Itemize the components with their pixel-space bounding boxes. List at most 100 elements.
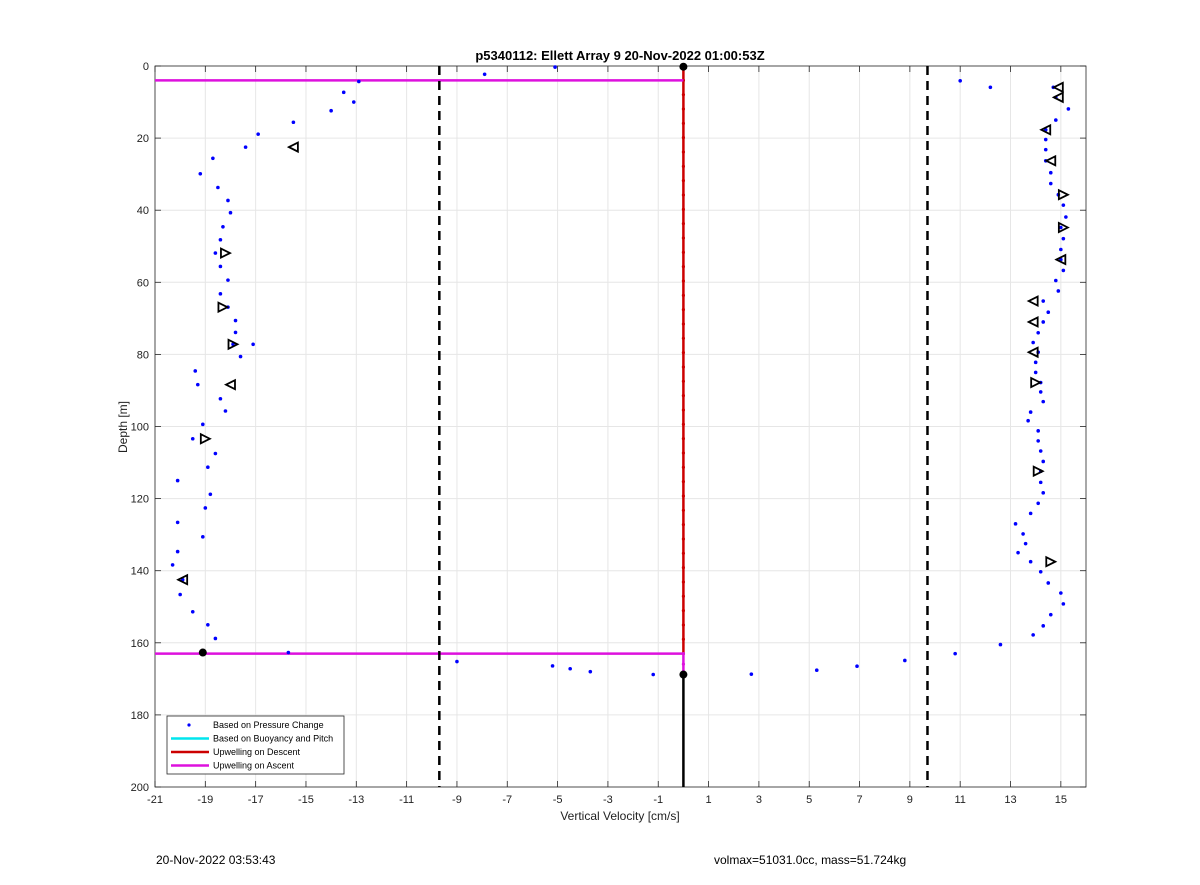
- descent-profile-dot: [681, 93, 686, 97]
- pressure-change-point: [218, 237, 223, 242]
- x-tick-label: -3: [603, 794, 613, 806]
- x-tick-label: 9: [907, 794, 913, 806]
- x-tick-label: -7: [502, 794, 512, 806]
- pressure-change-point: [357, 79, 361, 84]
- descent-profile-dot: [681, 494, 686, 498]
- descent-profile-dot: [681, 379, 686, 383]
- pressure-change-point: [1041, 320, 1046, 324]
- triangle-marker: [1026, 315, 1039, 328]
- triangle-marker: [1051, 91, 1064, 104]
- y-tick-label: 120: [131, 494, 149, 506]
- descent-profile-dot: [681, 480, 686, 484]
- pressure-change-point: [1038, 569, 1043, 574]
- descent-profile-dot: [681, 207, 686, 211]
- descent-profile-dot: [681, 351, 686, 355]
- y-tick-label: 0: [143, 61, 149, 73]
- footer-timestamp: 20-Nov-2022 03:53:43: [156, 853, 276, 867]
- pressure-change-point: [203, 506, 208, 510]
- legend: Based on Pressure Change Based on Buoyanc…: [166, 715, 345, 775]
- x-tick-label: 7: [856, 794, 862, 806]
- triangle-marker: [220, 247, 232, 260]
- series-lines: [155, 64, 929, 787]
- x-axis-label: Vertical Velocity [cm/s]: [560, 809, 679, 823]
- pressure-change-point: [1054, 278, 1058, 283]
- pressure-change-point: [341, 90, 346, 95]
- legend-label: Upwelling on Ascent: [213, 761, 295, 771]
- ascent-profile-dot: [681, 662, 686, 666]
- pressure-change-point: [749, 672, 754, 676]
- pressure-change-point: [206, 622, 210, 627]
- pressure-change-point: [170, 563, 175, 567]
- triangle-marker: [1032, 465, 1045, 478]
- descent-profile-dot: [681, 551, 686, 555]
- pressure-change-point: [213, 636, 218, 641]
- triangle-marker: [223, 378, 236, 391]
- pressure-change-point: [1041, 491, 1046, 495]
- triangle-marker: [1057, 221, 1070, 234]
- pressure-change-point: [201, 535, 205, 539]
- triangle-marker: [199, 432, 212, 445]
- y-tick-label: 40: [137, 205, 149, 217]
- y-tick-label: 200: [131, 782, 149, 794]
- pressure-change-point: [228, 210, 233, 215]
- pressure-change-point: [1028, 559, 1033, 564]
- descent-profile-dot: [681, 637, 686, 641]
- legend-label: Based on Buoyancy and Pitch: [213, 734, 333, 744]
- axes: -21 -19 -17 -15 -13 -11 -9 -7 -5 -3 -1 1 3 5 7 9 11 13 150…: [131, 61, 1087, 806]
- pressure-change-point: [216, 185, 220, 190]
- descent-profile-dot: [681, 580, 686, 584]
- y-axis-label: Depth [m]: [116, 401, 130, 453]
- pressure-change-point: [1048, 170, 1053, 175]
- descent-profile-dot: [681, 322, 686, 326]
- pressure-change-point: [238, 354, 243, 359]
- pressure-change-point: [213, 251, 218, 255]
- descent-profile-dot: [681, 308, 686, 312]
- descent-profile-dot: [681, 451, 686, 455]
- pressure-change-point: [190, 609, 195, 614]
- y-tick-label: 100: [131, 422, 149, 434]
- grid: [154, 65, 1086, 788]
- pressure-change-point: [1041, 299, 1046, 303]
- pressure-change-point: [251, 342, 255, 347]
- pressure-change-point: [1023, 541, 1028, 546]
- pressure-change-point: [1041, 399, 1046, 404]
- descent-profile-dot: [681, 265, 686, 269]
- pressure-change-point: [953, 651, 957, 656]
- pressure-change-point: [1026, 418, 1030, 423]
- pressure-change-point: [1021, 532, 1025, 536]
- descent-profile-dot: [681, 508, 686, 512]
- descent-profile-dot: [681, 107, 686, 111]
- descent-profile-dot: [681, 465, 686, 469]
- x-tick-label: -13: [348, 794, 364, 806]
- triangle-marker: [1044, 154, 1057, 167]
- y-tick-label: 80: [137, 349, 149, 361]
- descent-profile-dot: [681, 623, 686, 627]
- descent-profile-dot: [681, 609, 686, 613]
- descent-profile-dot: [681, 179, 686, 183]
- pressure-change-point: [1059, 591, 1063, 595]
- pressure-change-point: [998, 642, 1003, 647]
- pressure-change-point: [1061, 203, 1066, 207]
- pressure-change-point: [588, 669, 593, 674]
- axis-labels: p5340112: Ellett Array 9 20-Nov-2022 01:…: [116, 48, 765, 823]
- pressure-change-point: [1043, 137, 1048, 142]
- triangle-marker: [286, 141, 299, 154]
- blob-marker: [679, 670, 688, 679]
- legend-label: Based on Pressure Change: [213, 720, 324, 730]
- pressure-change-point: [1031, 340, 1035, 345]
- triangle-marker: [1026, 346, 1039, 359]
- descent-profile-dot: [681, 394, 686, 398]
- pressure-change-point: [1036, 330, 1040, 335]
- pressure-change-point: [814, 668, 819, 672]
- x-tick-label: 15: [1055, 794, 1067, 806]
- descent-profile-dot: [681, 422, 686, 426]
- pressure-change-point: [351, 100, 356, 104]
- pressure-change-point: [1041, 624, 1046, 628]
- pressure-change-point: [329, 108, 333, 113]
- x-tick-label: -5: [553, 794, 563, 806]
- pressure-change-point: [553, 65, 557, 69]
- pressure-change-point: [175, 478, 180, 483]
- pressure-change-point: [190, 436, 195, 441]
- pressure-change-point: [175, 549, 180, 554]
- triangle-marker: [1026, 295, 1039, 308]
